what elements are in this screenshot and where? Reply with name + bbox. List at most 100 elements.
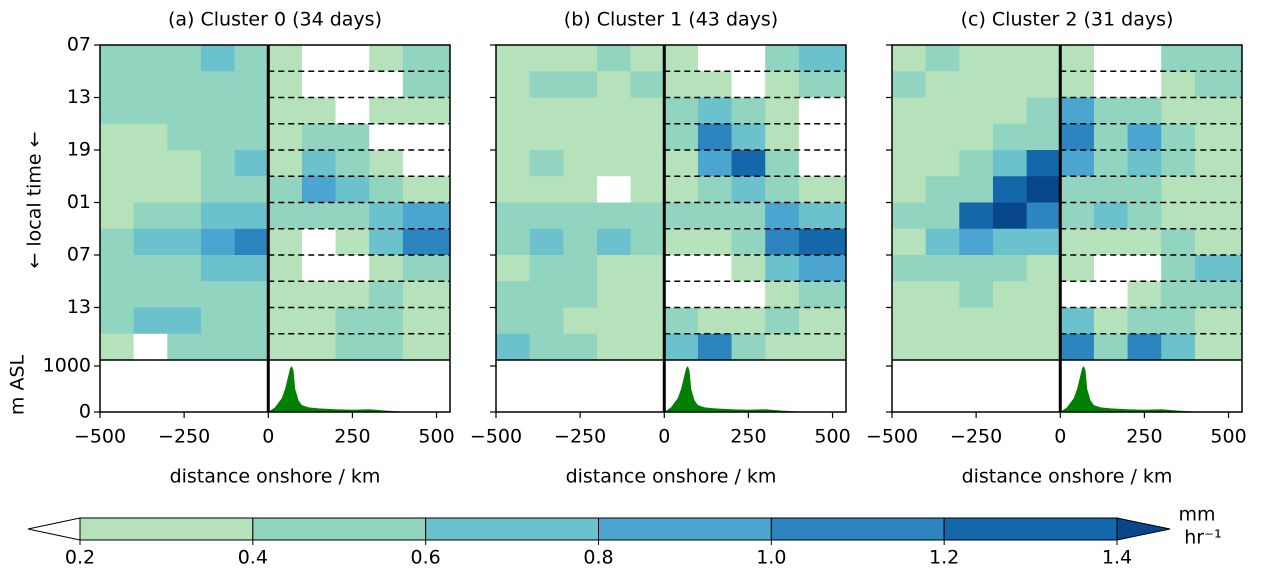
cell — [301, 176, 337, 203]
cell — [892, 71, 927, 98]
cell — [1194, 45, 1243, 72]
cell — [133, 176, 168, 203]
cell — [563, 202, 598, 230]
cell — [100, 71, 135, 98]
cell — [1026, 45, 1061, 72]
cell — [765, 333, 800, 361]
cell — [369, 45, 404, 72]
y-tick-label: 1000 — [43, 354, 91, 376]
cell — [765, 281, 800, 308]
cell — [1026, 202, 1061, 230]
cell — [1161, 228, 1196, 256]
x-tick-label: 500 — [1210, 426, 1246, 448]
cell — [630, 176, 665, 203]
cell — [301, 45, 337, 72]
cell — [301, 307, 337, 335]
cell — [301, 228, 337, 256]
colorbar-segment — [79, 517, 254, 541]
cell — [664, 333, 699, 361]
cell — [529, 97, 564, 125]
panel-title: (a) Cluster 0 (34 days) — [168, 9, 382, 31]
cell — [133, 123, 168, 151]
cell — [200, 255, 236, 282]
x-tick-label: 0 — [1054, 426, 1066, 448]
cell — [596, 176, 632, 203]
colorbar-tick-label: 0.4 — [238, 547, 268, 569]
cell — [1194, 333, 1243, 361]
cell — [402, 255, 451, 282]
cell — [664, 176, 699, 203]
cell — [335, 150, 370, 177]
cell — [200, 228, 236, 256]
cell — [369, 228, 404, 256]
cell — [335, 202, 370, 230]
cell — [100, 123, 135, 151]
colorbar-over — [1116, 517, 1171, 541]
x-axis-label: distance onshore / km — [170, 466, 381, 488]
cell — [100, 176, 135, 203]
cell — [1127, 123, 1162, 151]
cell — [1093, 255, 1129, 282]
cell — [630, 71, 665, 98]
cell — [369, 255, 404, 282]
cell — [234, 150, 269, 177]
cell — [630, 202, 665, 230]
cell — [959, 228, 994, 256]
colorbar-tick-label: 1.4 — [1102, 547, 1132, 569]
y-tick-label: 13 — [67, 296, 91, 318]
cell — [268, 45, 303, 72]
cell — [563, 333, 598, 361]
colorbar-segment — [598, 517, 772, 541]
cell — [369, 307, 404, 335]
cell — [959, 123, 994, 151]
cell — [765, 71, 800, 98]
cell — [200, 333, 236, 361]
cell — [1161, 97, 1196, 125]
x-axis-label: distance onshore / km — [566, 466, 777, 488]
cell — [1026, 333, 1061, 361]
cell — [765, 176, 800, 203]
cell — [369, 281, 404, 308]
cell — [234, 307, 269, 335]
cell — [133, 281, 168, 308]
cell — [529, 202, 564, 230]
cell — [369, 150, 404, 177]
x-tick-label: −500 — [866, 426, 918, 448]
cell — [1194, 307, 1243, 335]
cell — [596, 97, 632, 125]
colorbar-tick-label: 0.6 — [411, 547, 441, 569]
cell — [992, 307, 1028, 335]
cell — [529, 150, 564, 177]
cell — [100, 307, 135, 335]
cell — [200, 281, 236, 308]
panel-title: (c) Cluster 2 (31 days) — [961, 9, 1174, 31]
cell — [529, 45, 564, 72]
cell — [563, 281, 598, 308]
cell — [798, 228, 847, 256]
cell — [1060, 255, 1095, 282]
cell — [798, 255, 847, 282]
cell — [798, 150, 847, 177]
cell — [402, 176, 451, 203]
cell — [200, 202, 236, 230]
cell — [167, 71, 202, 98]
cell — [892, 307, 927, 335]
cell — [925, 307, 960, 335]
colorbar-tick-label: 0.8 — [583, 547, 613, 569]
cell — [1127, 202, 1162, 230]
cell — [1161, 202, 1196, 230]
cell — [697, 333, 733, 361]
cell — [200, 97, 236, 125]
cell — [402, 333, 451, 361]
cell — [630, 281, 665, 308]
cell — [630, 333, 665, 361]
cell — [630, 255, 665, 282]
cell — [992, 176, 1028, 203]
cell — [335, 228, 370, 256]
cell — [529, 71, 564, 98]
frame — [891, 44, 1243, 413]
cell — [234, 228, 269, 256]
cell — [167, 45, 202, 72]
cell — [630, 228, 665, 256]
